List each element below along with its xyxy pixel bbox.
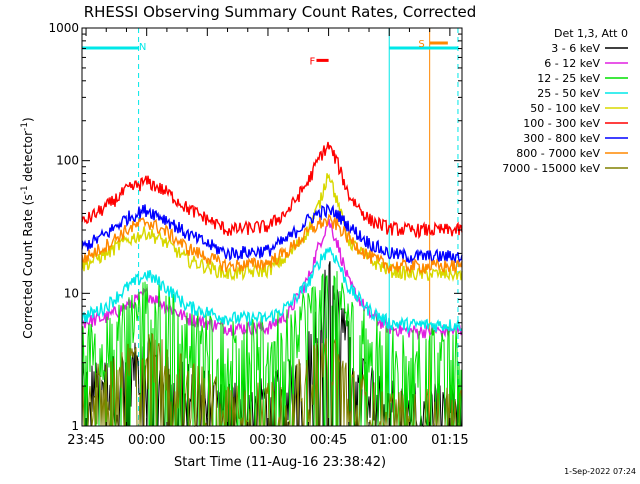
annotation-label-0: N xyxy=(139,42,146,53)
annotation-label-1: F xyxy=(310,56,316,67)
legend-label: 100 - 300 keV xyxy=(523,117,600,130)
series-line-5 xyxy=(81,141,463,240)
x-axis-label: Start Time (11-Aug-16 23:38:42) xyxy=(174,455,386,470)
y-tick-label: 10 xyxy=(64,286,79,300)
legend-label: 3 - 6 keV xyxy=(551,42,600,55)
series-line-3 xyxy=(81,247,463,335)
legend-label: 50 - 100 keV xyxy=(530,102,600,115)
legend: Det 1,3, Att 0 3 - 6 keV 6 - 12 keV 12 - 2… xyxy=(502,27,628,175)
series-line-8 xyxy=(81,332,463,427)
legend-title: Det 1,3, Att 0 xyxy=(554,27,628,40)
legend-label: 6 - 12 keV xyxy=(544,57,600,70)
x-tick-label: 00:00 xyxy=(128,433,165,448)
legend-label: 800 - 7000 keV xyxy=(516,147,600,160)
legend-label: 300 - 800 keV xyxy=(523,132,600,145)
annotation-label-2: S xyxy=(418,39,424,50)
legend-label: 25 - 50 keV xyxy=(537,87,600,100)
y-tick-label: 1 xyxy=(71,419,79,433)
series-line-7 xyxy=(81,213,463,275)
x-tick-label: 01:00 xyxy=(370,433,407,448)
x-tick-label: 23:45 xyxy=(67,433,104,448)
plot-area: N F S xyxy=(81,28,463,428)
series-line-2 xyxy=(81,271,463,427)
chart-title: RHESSI Observing Summary Count Rates, Co… xyxy=(84,3,477,21)
y-axis-label-sup1: -1 xyxy=(20,185,30,194)
axes: 1 10 100 1000 23:45 00:00 00:15 00:30 00:45 01:00… xyxy=(48,21,468,448)
y-tick-label: 100 xyxy=(56,154,79,168)
y-axis-label-mid: detector xyxy=(21,131,35,186)
y-tick-label: 1000 xyxy=(48,21,79,35)
y-axis-label: Corrected Count Rate (s-1 detector-1) xyxy=(20,117,35,338)
x-tick-label: 01:15 xyxy=(431,433,468,448)
plot-frame xyxy=(81,27,463,427)
x-tick-label: 00:45 xyxy=(310,433,347,448)
footer-date: 1-Sep-2022 07:24 xyxy=(564,467,636,476)
y-axis-label-main: Corrected Count Rate (s xyxy=(21,194,35,338)
x-tick-label: 00:30 xyxy=(249,433,286,448)
series-line-6 xyxy=(81,203,463,266)
y-axis-label-sup2: -1 xyxy=(20,122,30,131)
x-tick-label: 00:15 xyxy=(189,433,226,448)
y-axis-label-end: ) xyxy=(21,117,35,122)
legend-label: 7000 - 15000 keV xyxy=(502,162,600,175)
legend-label: 12 - 25 keV xyxy=(537,72,600,85)
